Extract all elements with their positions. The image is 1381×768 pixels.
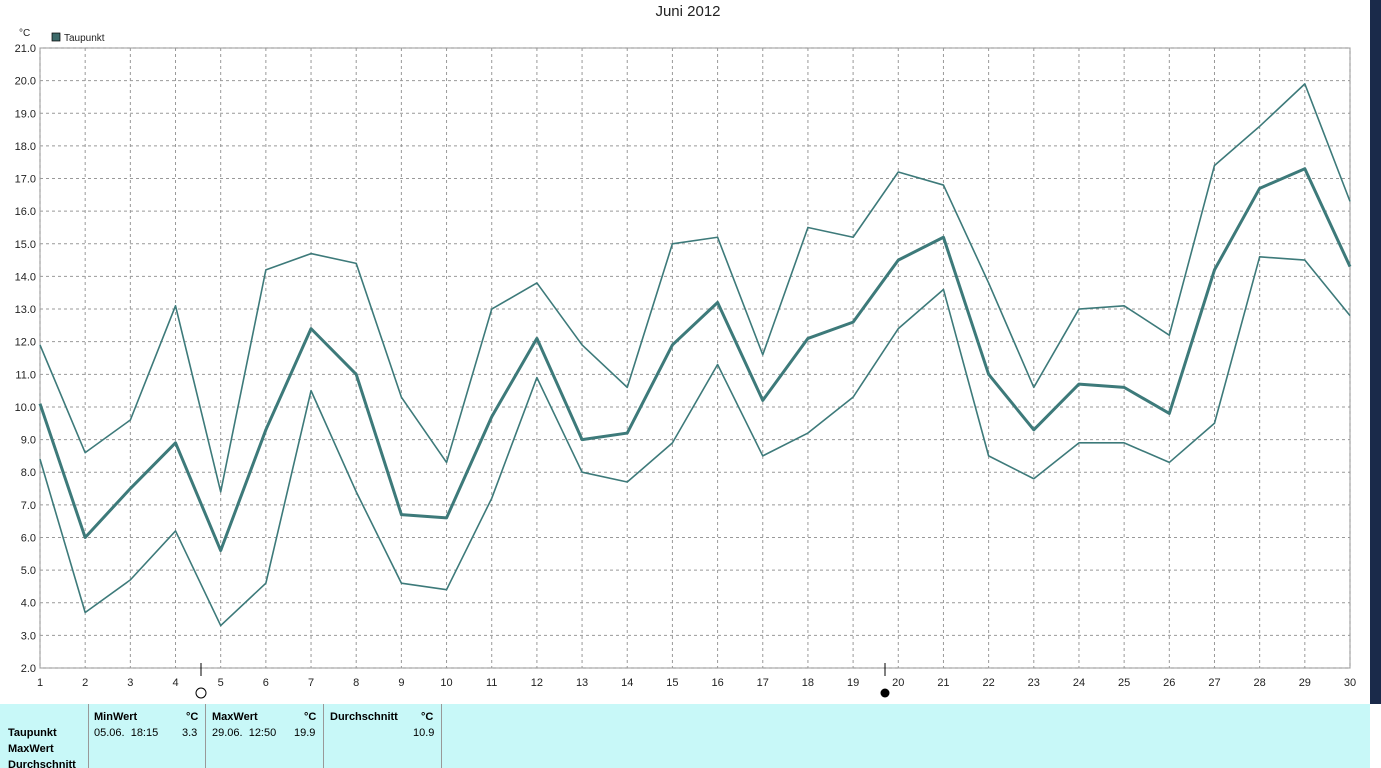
x-tick-label: 30 [1344, 677, 1356, 689]
col-unit: °C [186, 711, 199, 723]
y-tick-label: 3.0 [21, 630, 36, 642]
legend-swatch [51, 32, 61, 42]
y-tick-label: 12.0 [15, 337, 36, 349]
y-tick-label: 2.0 [21, 663, 36, 675]
x-tick-label: 12 [531, 677, 543, 689]
time: 29.06. 12:50 [212, 727, 277, 739]
x-tick-label: 10 [440, 677, 452, 689]
marker-filled [880, 688, 890, 698]
y-tick-label: 14.0 [15, 271, 36, 283]
y-tick-label: 18.0 [15, 141, 36, 153]
x-tick-label: 20 [892, 677, 904, 689]
separator [88, 704, 89, 768]
row-label: Taupunkt [8, 727, 57, 739]
x-tick-label: 23 [1028, 677, 1040, 689]
y-tick-label: 21.0 [15, 43, 36, 55]
x-tick-label: 26 [1163, 677, 1175, 689]
x-tick-label: 3 [127, 677, 133, 689]
x-tick-label: 1 [37, 677, 43, 689]
data-line [39, 256, 1351, 627]
stats-panel: Taupunkt MaxWert Durchschnitt MinWert °C… [0, 704, 1370, 768]
x-tick-label: 24 [1073, 677, 1085, 689]
y-unit: °C [19, 28, 30, 39]
col-header: MinWert [94, 711, 138, 723]
y-tick-label: 10.0 [15, 402, 36, 414]
x-tick-label: 11 [486, 677, 497, 689]
x-tick-label: 21 [937, 677, 949, 689]
legend-label: Taupunkt [64, 33, 105, 44]
plot-frame [39, 47, 1351, 669]
x-tick-label: 13 [576, 677, 588, 689]
marker-open [195, 687, 207, 699]
col-unit: °C [304, 711, 317, 723]
separator [323, 704, 324, 768]
y-tick-label: 15.0 [15, 239, 36, 251]
y-tick-label: 6.0 [21, 532, 36, 544]
y-tick-label: 11.0 [15, 369, 36, 381]
x-tick-label: 5 [218, 677, 224, 689]
value: 19.9 [294, 727, 316, 739]
y-tick-label: 13.0 [15, 304, 36, 316]
x-tick-label: 6 [263, 677, 269, 689]
separator [441, 704, 442, 768]
plot: 2.0 3.0 4.0 5.0 6.0 7.0 8.0 9.0 10.0 11.0 12.0 13.0… [15, 43, 1357, 689]
row-label: MaxWert [8, 743, 54, 755]
y-tick-label: 9.0 [21, 435, 36, 447]
data-line [38, 167, 1352, 553]
x-tick-label: 2 [82, 677, 88, 689]
y-tick-label: 20.0 [15, 76, 36, 88]
col-unit: °C [421, 711, 434, 723]
x-tick-label: 25 [1118, 677, 1130, 689]
separator [205, 704, 206, 768]
time: 05.06. 18:15 [94, 727, 159, 739]
y-tick-label: 7.0 [21, 500, 36, 512]
value: 3.3 [182, 727, 198, 739]
row-label: Durchschnitt [8, 759, 76, 768]
y-tick-label: 5.0 [21, 565, 36, 577]
y-tick-label: 17.0 [15, 174, 36, 186]
y-tick-label: 16.0 [15, 206, 36, 218]
x-tick-label: 17 [757, 677, 769, 689]
x-tick-label: 7 [308, 677, 314, 689]
value: 10.9 [413, 727, 435, 739]
data-line [39, 83, 1351, 493]
x-tick-label: 19 [847, 677, 859, 689]
x-tick-label: 8 [353, 677, 359, 689]
x-tick-label: 27 [1208, 677, 1220, 689]
x-tick-label: 15 [666, 677, 678, 689]
x-tick-label: 28 [1254, 677, 1266, 689]
x-tick-label: 29 [1299, 677, 1311, 689]
x-tick-label: 22 [982, 677, 994, 689]
y-tick-label: 8.0 [21, 467, 36, 479]
x-tick-label: 14 [621, 677, 633, 689]
window-edge [1370, 0, 1381, 704]
x-tick-label: 16 [711, 677, 723, 689]
col-header: MaxWert [212, 711, 258, 723]
y-tick-label: 19.0 [15, 108, 36, 120]
x-tick-label: 9 [398, 677, 404, 689]
chart-title: Juni 2012 [655, 3, 720, 20]
col-header: Durchschnitt [330, 711, 398, 723]
x-tick-label: 18 [802, 677, 814, 689]
y-tick-label: 4.0 [21, 598, 36, 610]
x-tick-label: 4 [172, 677, 178, 689]
chart: Juni 2012 °C Taupunkt 2.0 3.0 4.0 5.0 6.0 7.0… [15, 0, 1381, 704]
